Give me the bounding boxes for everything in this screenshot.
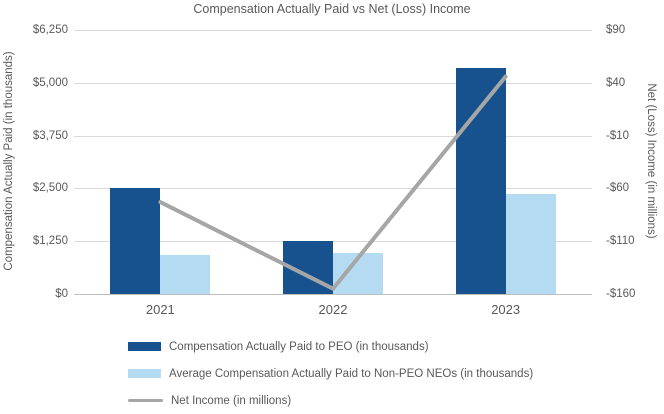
bar-non-peo-2023 (505, 193, 556, 294)
legend-item-2: Net Income (in millions) (128, 387, 533, 414)
left-axis-tick: $6,250 (32, 24, 68, 36)
legend: Compensation Actually Paid to PEO (in th… (128, 333, 533, 414)
left-axis-tick: $1,250 (32, 235, 68, 248)
right-axis-tick: -$60 (606, 182, 630, 195)
gridline (74, 135, 592, 137)
x-label-2021: 2021 (145, 302, 175, 317)
gridline (74, 82, 592, 84)
bar-peo-2022 (283, 241, 333, 294)
legend-line-swatch-icon (128, 398, 163, 403)
legend-bar-swatch-icon (128, 342, 161, 351)
right-axis-tick: $40 (606, 76, 626, 89)
bar-peo-2023 (455, 68, 506, 294)
compensation-vs-net-income-chart: Compensation Actually Paid vs Net (Loss)… (3, 2, 657, 407)
legend-bar-swatch-icon (128, 369, 161, 378)
legend-label: Compensation Actually Paid to PEO (in th… (169, 340, 429, 353)
bar-peo-2021 (110, 188, 161, 294)
right-axis-tick: $90 (606, 24, 626, 36)
left-axis-tick: $3,750 (32, 129, 68, 142)
x-label-2022: 2022 (318, 302, 348, 317)
x-axis-line (74, 294, 592, 295)
legend-item-1: Average Compensation Actually Paid to No… (128, 360, 533, 387)
right-axis-tick: -$10 (606, 129, 630, 142)
legend-label: Average Compensation Actually Paid to No… (169, 367, 534, 380)
bar-non-peo-2021 (160, 254, 211, 294)
bar-non-peo-2022 (333, 253, 383, 294)
legend-label: Net Income (in millions) (171, 394, 292, 407)
chart-title: Compensation Actually Paid vs Net (Loss)… (193, 2, 471, 16)
right-axis-tick: -$160 (606, 288, 636, 300)
right-axis-tick: -$110 (606, 235, 635, 248)
right-axis-title: Net (Loss) Income (in millions) (645, 83, 657, 239)
left-axis-tick: $5,000 (32, 76, 68, 89)
gridline (74, 30, 592, 31)
x-label-2023: 2023 (491, 302, 521, 317)
left-axis-tick: $0 (55, 288, 68, 300)
legend-item-0: Compensation Actually Paid to PEO (in th… (128, 333, 533, 360)
left-axis-tick: $2,500 (32, 182, 68, 195)
